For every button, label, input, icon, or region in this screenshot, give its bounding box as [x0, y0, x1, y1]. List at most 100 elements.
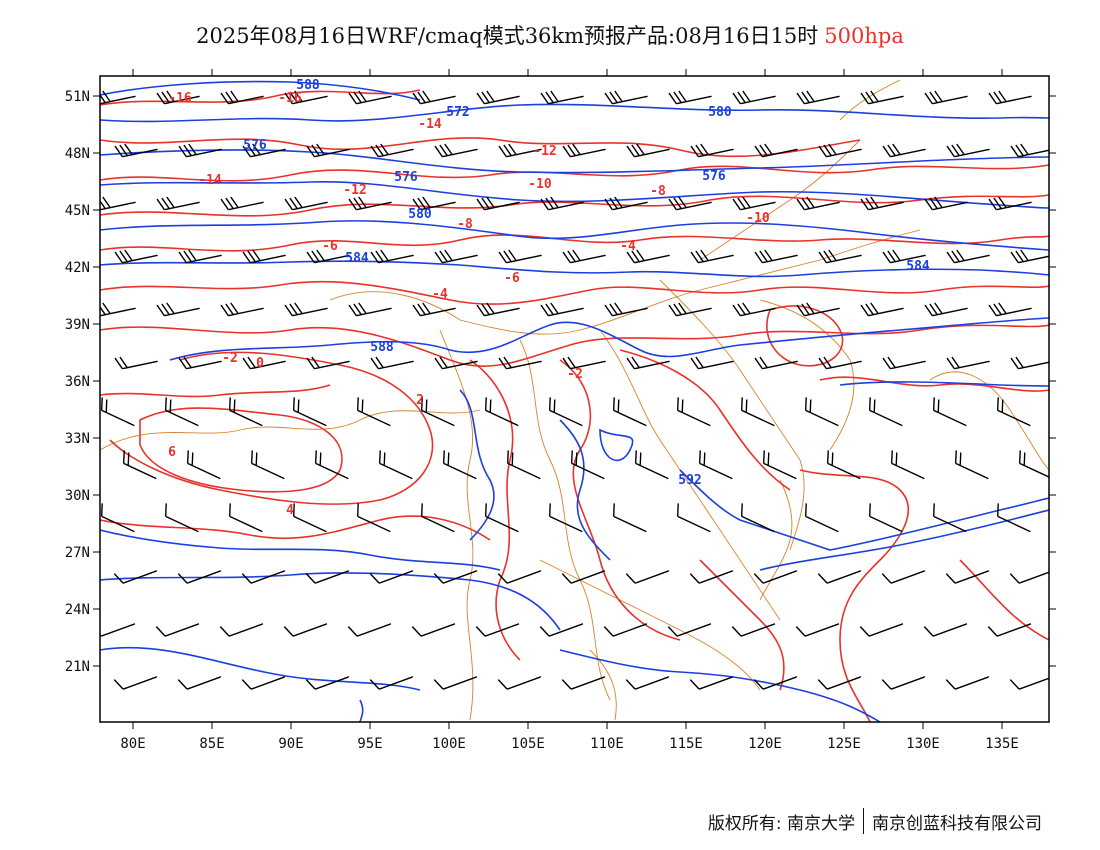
wind-barb	[412, 196, 456, 211]
copyright-company: 南京创蓝科技有限公司	[872, 813, 1042, 834]
wind-barb	[228, 397, 263, 427]
wind-barb	[306, 143, 350, 158]
longitude-axis: 80E 85E 90E 95E 100E 105E 110E 115E 120E 125E 130E…	[120, 69, 1019, 752]
wind-barb	[284, 302, 328, 317]
temperature-label: -8	[650, 184, 666, 199]
wind-barb	[796, 196, 840, 211]
lon-tick-label: 120E	[748, 736, 782, 752]
wind-barb	[732, 90, 776, 105]
wind-barb	[178, 249, 222, 264]
wind-barb	[250, 450, 285, 480]
wind-barb	[804, 503, 839, 533]
wind-barb	[988, 196, 1032, 211]
wind-barb	[164, 397, 199, 427]
wind-barb	[411, 623, 456, 637]
wind-barb	[667, 623, 712, 637]
copyright-separator	[863, 808, 864, 834]
wind-barb	[954, 450, 989, 480]
wind-barb	[562, 143, 606, 158]
wind-barb	[817, 570, 862, 584]
wind-barb	[796, 90, 840, 105]
wind-barb	[434, 249, 478, 264]
wind-barb	[292, 397, 327, 427]
wind-barb	[369, 676, 414, 690]
lon-tick-label: 115E	[669, 736, 703, 752]
wind-barb	[476, 196, 520, 211]
wind-barb	[932, 397, 967, 427]
wind-barb	[1010, 143, 1049, 158]
wind-barb	[370, 356, 414, 370]
wind-barb	[178, 356, 222, 370]
wind-barb	[818, 249, 862, 264]
wind-barb	[996, 397, 1031, 427]
temperature-label: -6	[504, 271, 520, 286]
wind-barb	[881, 570, 926, 584]
wind-barb	[626, 143, 670, 158]
wind-barb	[818, 143, 862, 158]
wind-barb	[860, 302, 904, 317]
wind-barb	[987, 623, 1032, 637]
latitude-axis: 51N 48N 45N 42N 39N 36N 33N 30N 27N 24N 21N	[65, 89, 1056, 675]
wind-barb	[219, 623, 264, 637]
wind-barb	[882, 356, 926, 370]
wind-barb	[1018, 450, 1049, 480]
geopotential-label: 588	[370, 340, 394, 355]
lat-tick-label: 51N	[65, 89, 90, 105]
wind-barb	[561, 570, 606, 584]
wind-barb	[890, 450, 925, 480]
temperature-label: -4	[432, 287, 448, 302]
temperature-label-group: -16 -14 -12 -10 -8 -6 -4 -2 0 2 4 6 -16 -14 -12 -10 -8 -6…	[168, 91, 770, 518]
lat-tick-label: 30N	[65, 488, 90, 504]
wind-barb	[860, 90, 904, 105]
wind-barb	[348, 196, 392, 211]
wind-barb	[356, 397, 391, 427]
wind-barb	[177, 570, 222, 584]
wind-barb	[868, 397, 903, 427]
wind-barb	[881, 676, 926, 690]
wind-barb	[292, 503, 327, 533]
wind-barb	[924, 302, 968, 317]
wind-barb	[753, 570, 798, 584]
wind-barb	[626, 356, 670, 370]
wind-barb	[156, 90, 200, 105]
wind-barb	[306, 356, 350, 370]
wind-barb	[1010, 249, 1049, 264]
wind-barb	[924, 90, 968, 105]
temperature-label: -12	[343, 183, 366, 198]
wind-barb	[740, 397, 775, 427]
wind-barb	[484, 503, 519, 533]
lon-tick-label: 85E	[199, 736, 224, 752]
wind-barb	[378, 450, 413, 480]
wind-barb	[753, 676, 798, 690]
wind-barb	[626, 249, 670, 264]
wind-barb	[860, 196, 904, 211]
wind-barb	[498, 356, 542, 370]
lat-tick-label: 27N	[65, 545, 90, 561]
wind-barb	[540, 302, 584, 317]
lat-tick-label: 45N	[65, 203, 90, 219]
temperature-label: 4	[286, 503, 294, 518]
wind-barb	[369, 570, 414, 584]
wind-barb	[795, 623, 840, 637]
temperature-label: 0	[256, 356, 264, 371]
copyright: 版权所有: 南京大学 南京创蓝科技有限公司	[708, 808, 1042, 834]
wind-barb	[561, 676, 606, 690]
wind-barb	[625, 676, 670, 690]
wind-barb	[946, 143, 990, 158]
wind-barb	[433, 676, 478, 690]
wind-barb	[540, 196, 584, 211]
wind-barb	[612, 503, 647, 533]
wind-barb	[498, 143, 542, 158]
wind-barb	[122, 450, 157, 480]
wind-barb	[826, 450, 861, 480]
title-main: 2025年08月16日WRF/cmaq模式36km预报产品:08月16日15时	[196, 24, 819, 48]
wind-barb	[242, 249, 286, 264]
wind-barb	[676, 503, 711, 533]
wind-barb	[348, 302, 392, 317]
wind-barb	[314, 450, 349, 480]
wind-barb	[155, 623, 200, 637]
geopotential-label: 588	[296, 78, 320, 93]
temperature-label: -10	[528, 177, 552, 192]
temperature-label: -4	[620, 239, 636, 254]
wind-barb	[186, 450, 221, 480]
